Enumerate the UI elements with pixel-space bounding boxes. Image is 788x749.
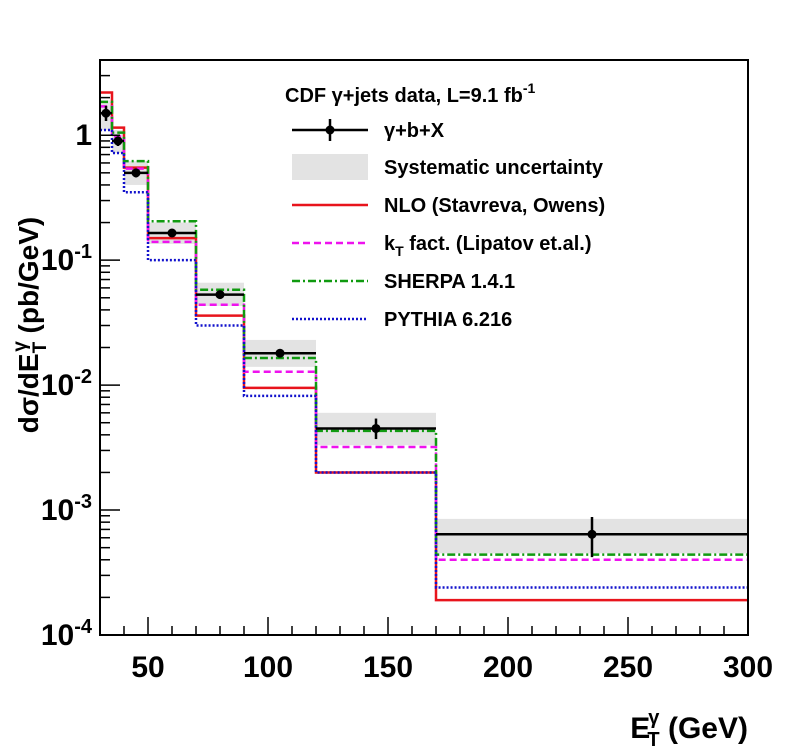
legend-title: CDF γ+jets data, L=9.1 fb-1 [285,80,536,107]
data-point-1 [112,136,124,146]
y-tick-label: 10-2 [41,366,92,402]
model-curves [100,91,748,602]
series-pythia-line [100,128,748,589]
data-point-7 [436,516,748,558]
x-axis-title: Eγ T (GeV) [630,707,748,749]
data-points [100,105,748,558]
legend-nlo-label: NLO (Stavreva, Owens) [384,195,605,217]
x-tick-label: 200 [483,651,533,684]
legend-data-label: γ+b+X [384,120,445,142]
legend-syst-swatch [292,154,368,180]
data-point-6 [316,418,436,440]
legend-pythia-label: PYTHIA 6.216 [384,309,512,331]
x-tick-label: 300 [723,651,773,684]
y-tick-label: 10-1 [41,241,92,277]
legend-data-marker [292,119,368,141]
legend: CDF γ+jets data, L=9.1 fb-1 γ+b+X System… [285,80,605,331]
x-tick-label: 100 [243,651,293,684]
data-point-4 [196,290,244,300]
data-point-3 [148,228,196,238]
series-kt-line [100,105,748,562]
x-tick-label: 150 [363,651,413,684]
data-point-2 [124,168,148,178]
axes: 50 100 150 200 250 300 1 10-1 10-2 10-3 10-4 [41,59,773,684]
x-tick-label: 250 [603,651,653,684]
x-tick-label: 50 [131,651,164,684]
legend-kt-label: kT fact. (Lipatov et.al.) [384,233,592,259]
legend-syst-label: Systematic uncertainty [384,157,604,179]
y-axis-title: dσ/dETγ (pb/GeV) [10,217,51,433]
data-point-0 [100,105,112,121]
y-tick-label: 10-3 [41,491,92,527]
legend-sherpa-label: SHERPA 1.4.1 [384,271,515,293]
series-sherpa-line [100,100,748,556]
y-tick-label: 10-4 [41,616,93,652]
y-tick-label: 1 [75,119,92,152]
data-point-5 [244,348,316,358]
